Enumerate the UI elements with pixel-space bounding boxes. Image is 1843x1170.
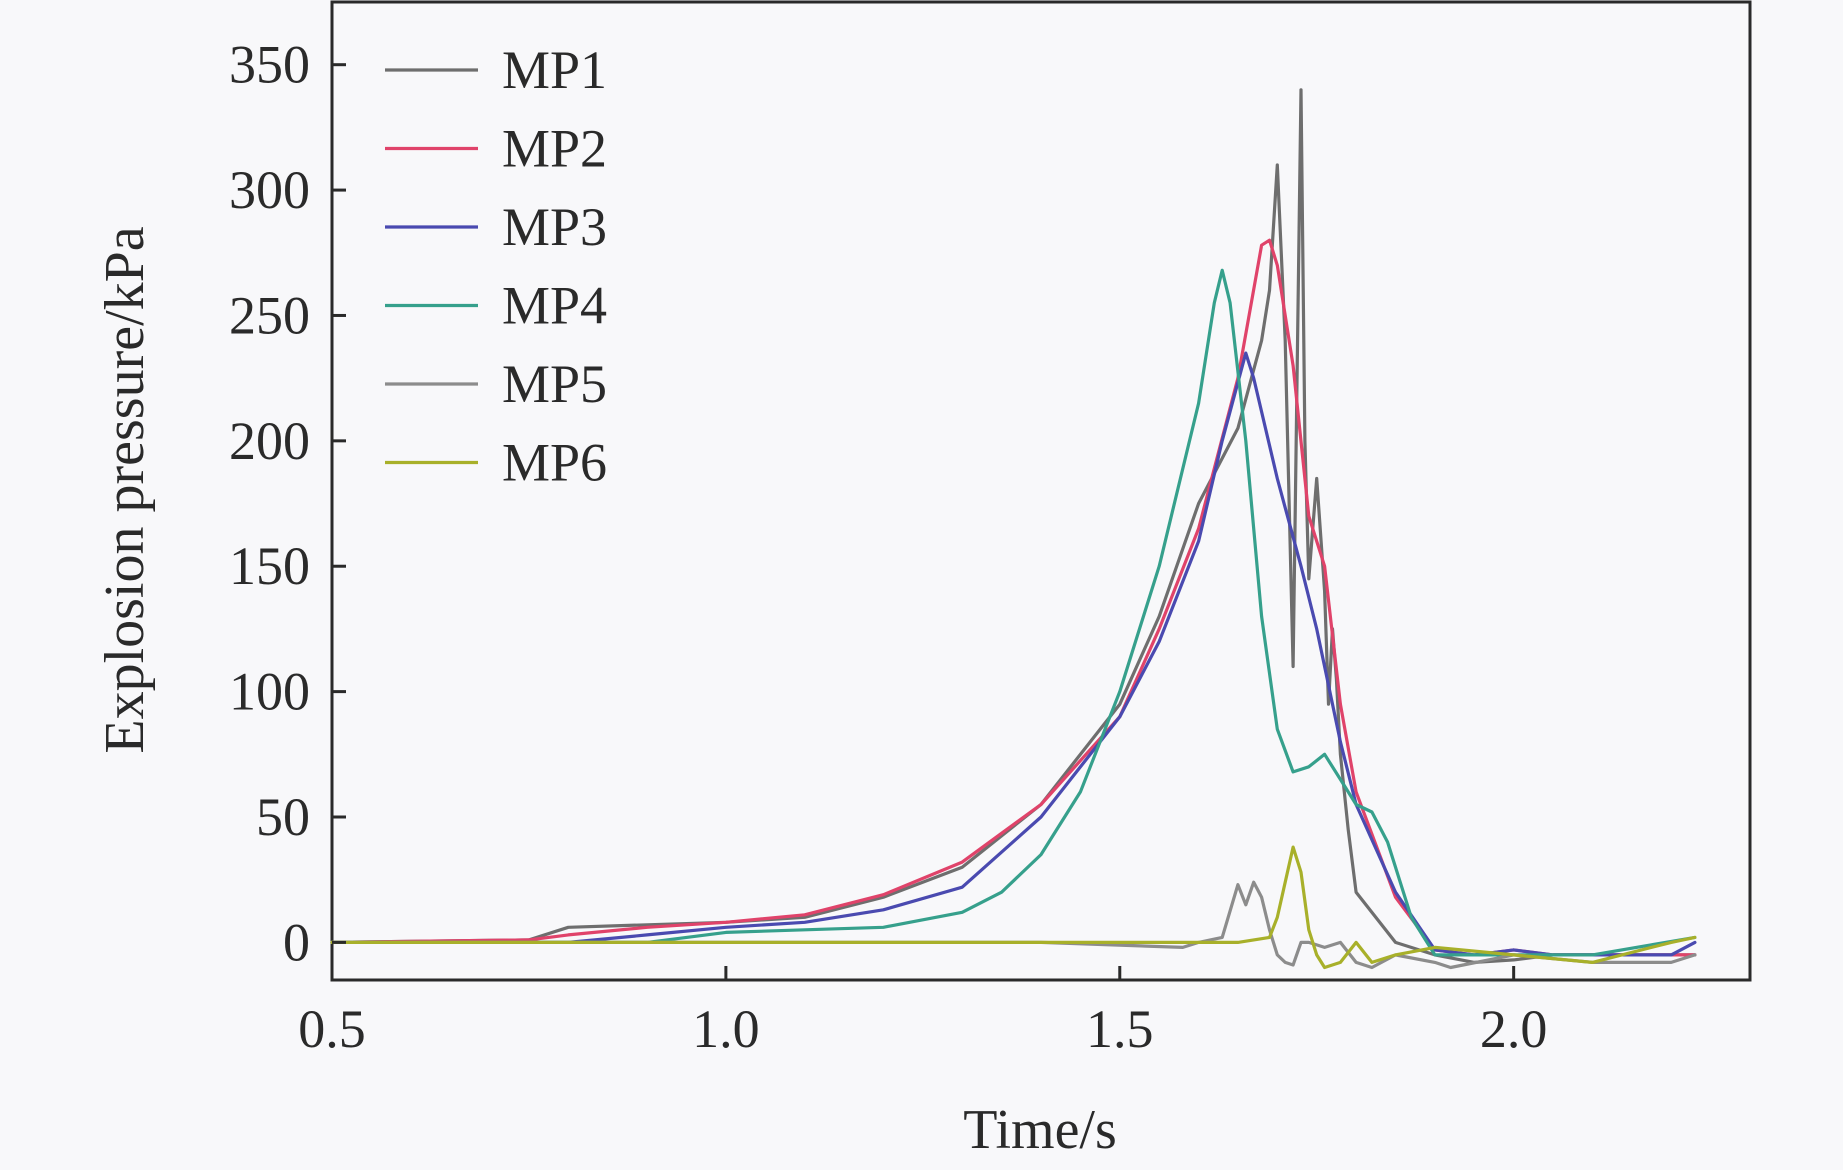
ticks-group: 0.5 1.0 1.5 2.0 0 50 100 150 200 250 300 350: [229, 35, 1547, 1059]
series-line-mp1: [330, 88, 1697, 965]
x-tick-label: 1.0: [692, 999, 760, 1059]
plot-frame: [330, 0, 1752, 982]
legend-label-mp5: MP5: [502, 354, 607, 414]
legend-label-mp2: MP2: [502, 119, 607, 179]
legend-label-mp6: MP6: [502, 433, 607, 493]
plot-frame-group: [330, 0, 1752, 982]
y-tick-label: 150: [229, 536, 310, 596]
y-tick-label: 200: [229, 411, 310, 471]
x-tick-label: 0.5: [298, 999, 366, 1059]
legend-label-mp3: MP3: [502, 197, 607, 257]
y-tick-label: 300: [229, 160, 310, 220]
series-group: [330, 88, 1697, 970]
y-axis-title: Explosion pressure/kPa: [94, 226, 156, 753]
legend-label-mp4: MP4: [502, 276, 607, 336]
series-line-mp2: [330, 238, 1697, 957]
series-line-mp4: [330, 268, 1697, 957]
series-line-mp5: [330, 880, 1697, 970]
legend: MP1 MP2 MP3 MP4 MP5 MP6: [385, 40, 607, 493]
y-tick-label: 100: [229, 662, 310, 722]
y-tick-label: 0: [283, 912, 310, 972]
series-line-mp3: [330, 351, 1697, 957]
y-tick-label: 250: [229, 285, 310, 345]
x-tick-label: 2.0: [1480, 999, 1548, 1059]
y-tick-label: 350: [229, 35, 310, 95]
y-tick-label: 50: [256, 787, 310, 847]
legend-label-mp1: MP1: [502, 40, 607, 100]
x-axis-title: Time/s: [963, 1099, 1117, 1161]
x-tick-label: 1.5: [1086, 999, 1154, 1059]
series-line-mp6: [330, 845, 1697, 970]
